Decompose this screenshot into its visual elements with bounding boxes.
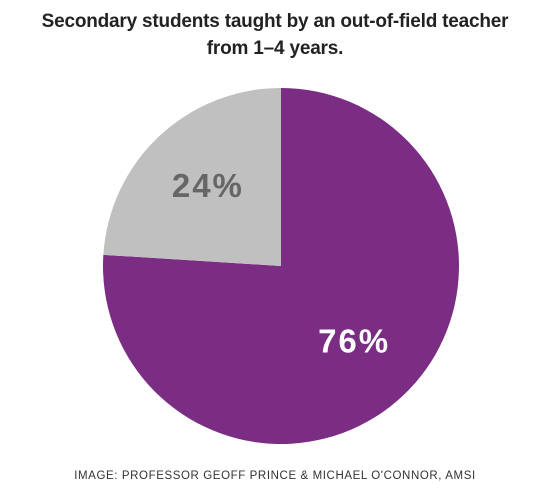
title-wrap: Secondary students taught by an out-of-f…	[0, 8, 550, 62]
chart-title: Secondary students taught by an out-of-f…	[41, 11, 509, 59]
chart: 76% 24%	[102, 88, 459, 445]
source-credit: IMAGE: PROFESSOR GEOFF PRINCE & MICHAEL …	[74, 470, 476, 482]
value-label: 76%	[318, 323, 390, 360]
value-label: 24%	[172, 167, 244, 204]
pie-slice	[103, 88, 281, 266]
